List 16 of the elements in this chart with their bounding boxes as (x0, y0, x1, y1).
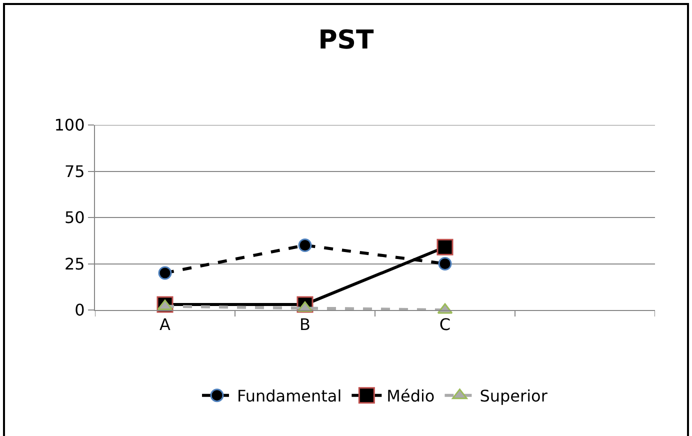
legend-label: Médio (386, 386, 435, 406)
point (298, 238, 312, 252)
legend-label: Superior (480, 386, 548, 406)
x-tick-label: B (300, 315, 310, 334)
point (158, 266, 172, 280)
y-tick-label: 25 (64, 254, 85, 274)
y-tick-label: 100 (54, 116, 85, 135)
x-tick-label: A (160, 315, 171, 334)
point (438, 257, 452, 270)
legend-label: Fundamental (237, 386, 342, 406)
x-tick-label: C (439, 315, 451, 334)
chart-title: PST (318, 25, 374, 56)
y-tick-label: 75 (64, 162, 85, 181)
y-tick-label: 50 (64, 208, 85, 228)
point (436, 238, 454, 256)
y-tick-label: 0 (74, 300, 85, 320)
